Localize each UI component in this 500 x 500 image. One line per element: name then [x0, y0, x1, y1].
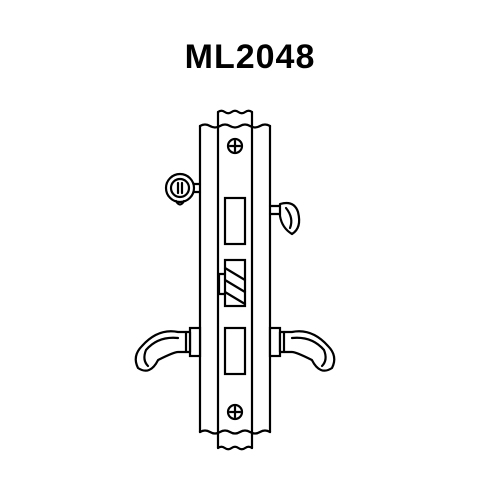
product-title: ML2048 [0, 38, 500, 77]
lock-drawing [0, 80, 500, 480]
lock-svg [0, 80, 500, 480]
diagram-container: ML2048 [0, 0, 500, 500]
